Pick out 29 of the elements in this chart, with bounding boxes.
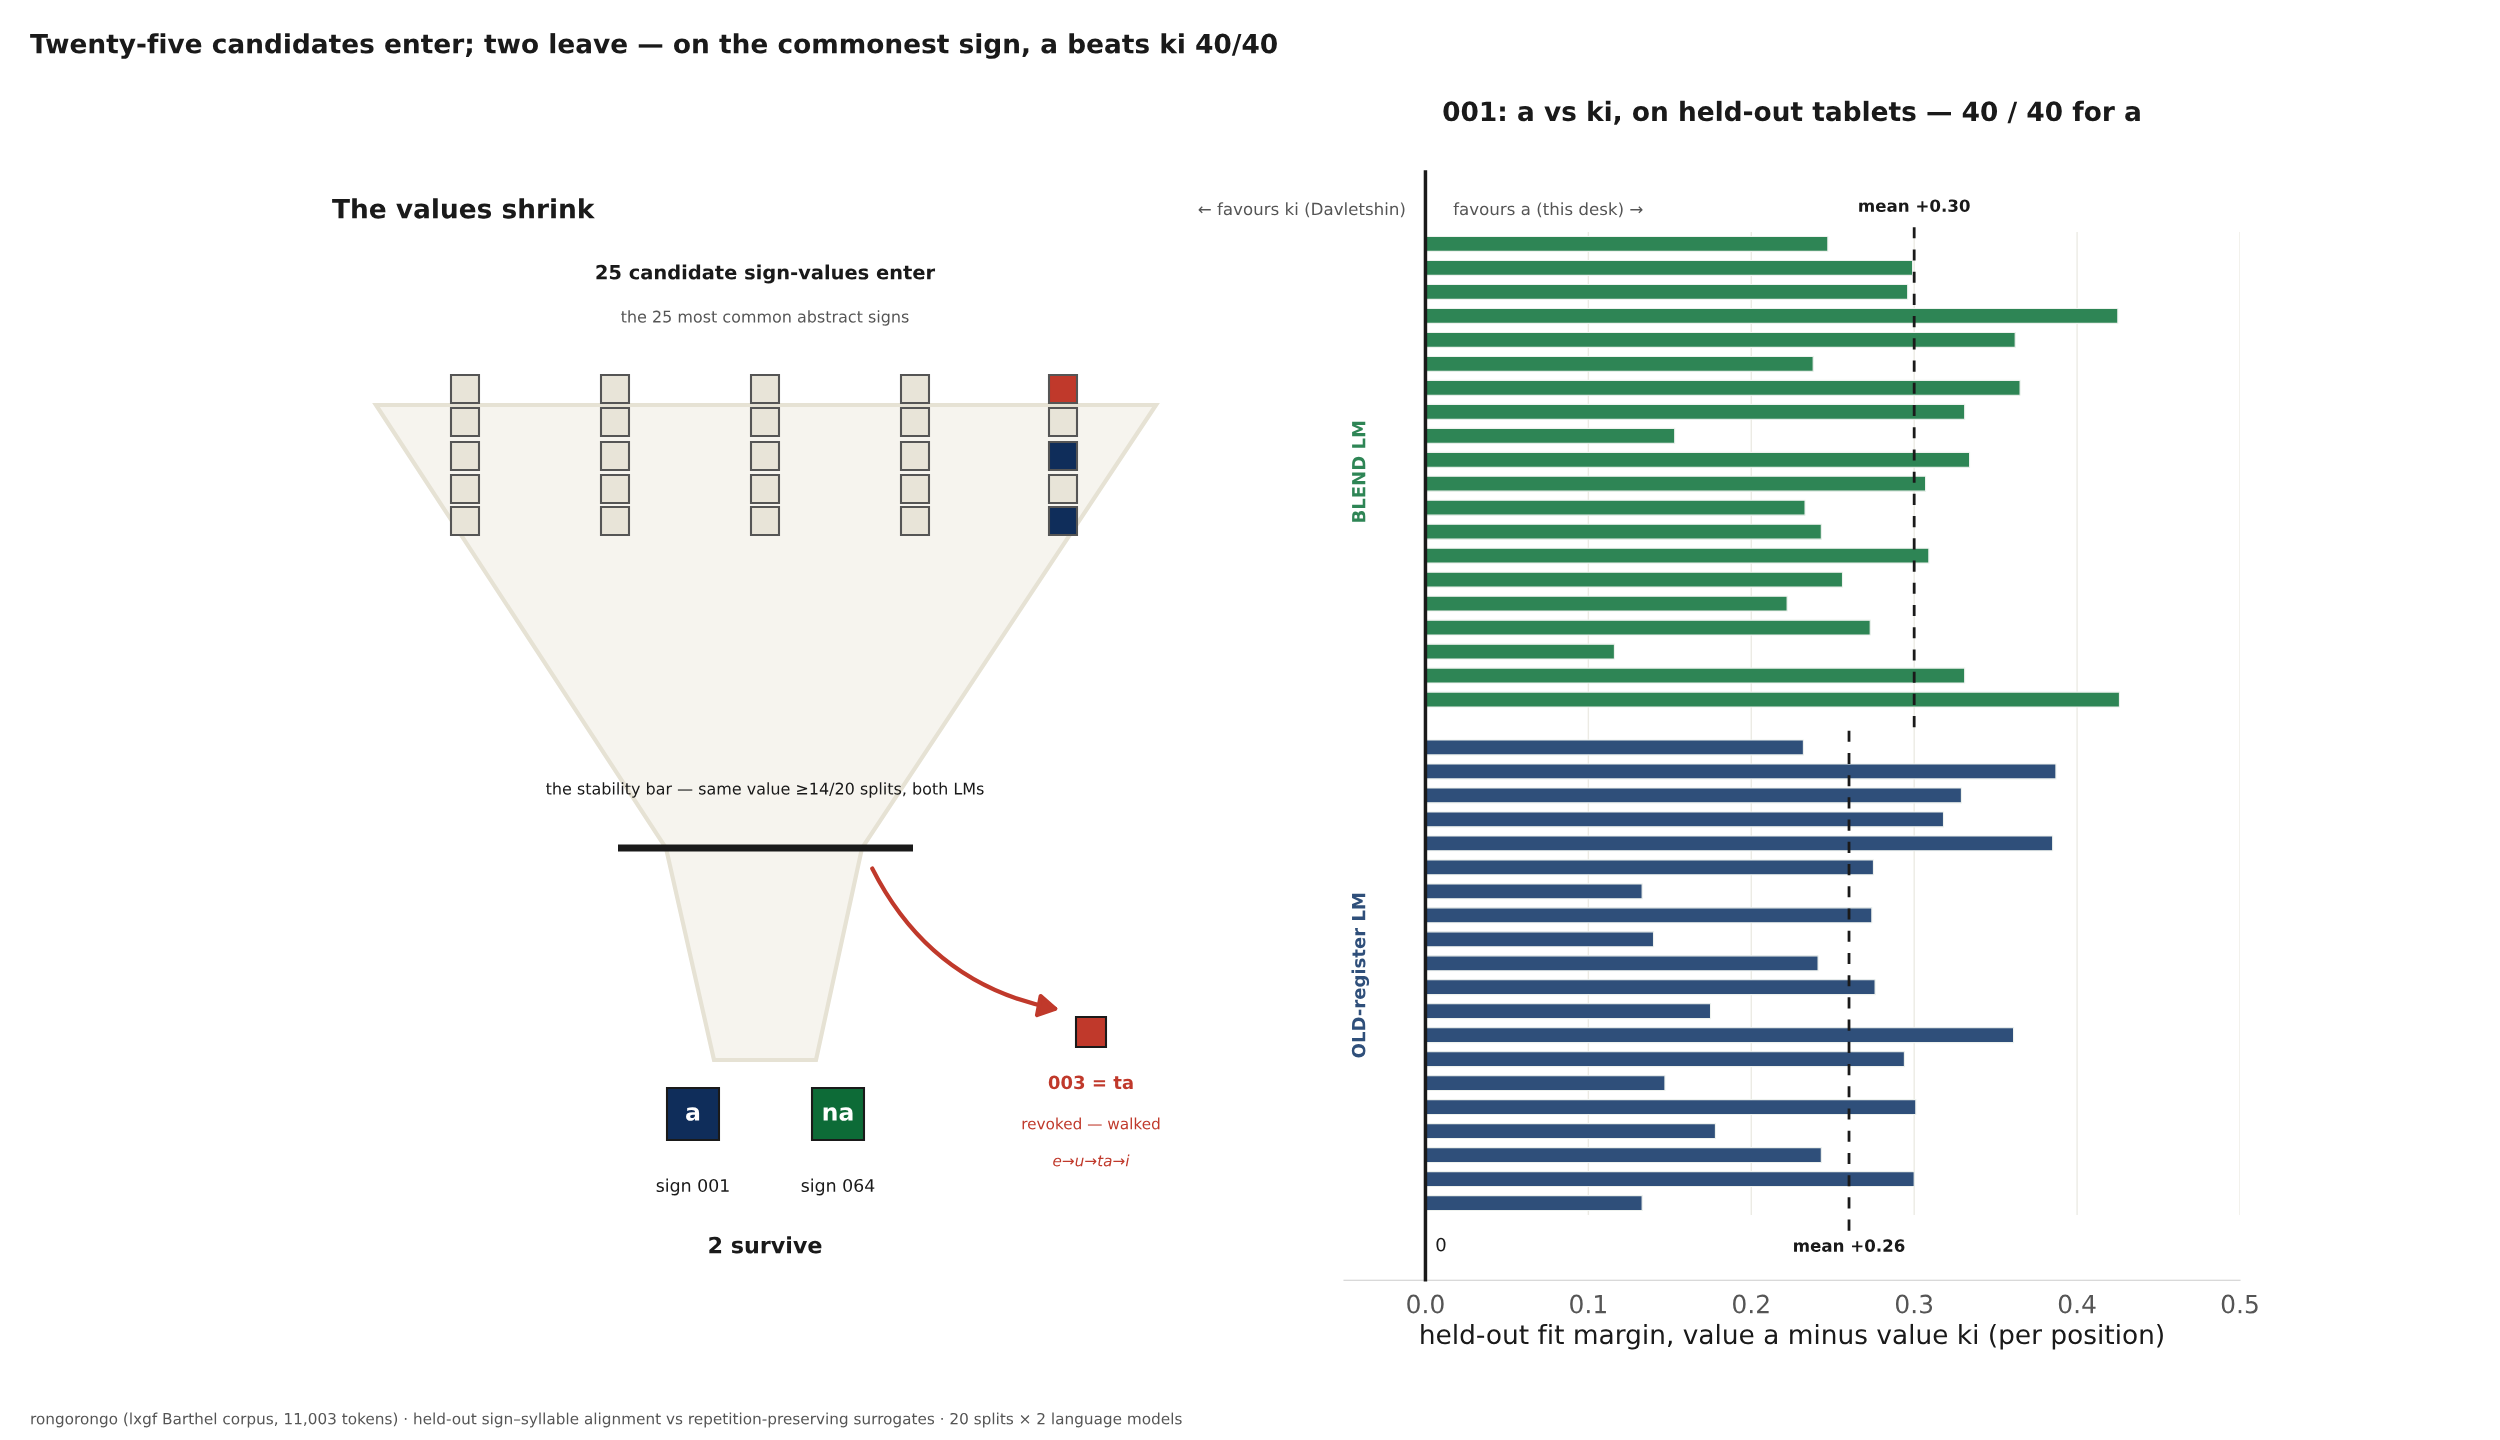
x-tick-label: 0.4 <box>2058 1294 2096 1314</box>
text: sign 001 <box>656 1178 729 1196</box>
text: 003 = ta <box>1048 1075 1133 1090</box>
x-axis-title: held-out fit margin, value a minus value ki (per position) <box>1421 1323 2163 1350</box>
ref-line-label: mean +0.30 <box>1859 199 1970 212</box>
text: favours a (this desk) → <box>1453 202 1643 218</box>
text: the stability bar — same value ≥14/20 splits, both LMs <box>546 782 984 798</box>
text: Twenty-five candidates enter; two leave — on the commonest sign, a beats ki 40/40 <box>30 33 1277 59</box>
text: The values shrink <box>332 198 595 219</box>
x-tick-label: 0.5 <box>2221 1294 2258 1314</box>
text: sign 064 <box>801 1178 875 1196</box>
ref-line-label: mean +0.26 <box>1794 1239 1905 1252</box>
text: the 25 most common abstract signs <box>621 310 909 326</box>
text: OLD-register LM <box>1351 893 1370 1058</box>
text: na <box>823 1107 853 1121</box>
text: BLEND LM <box>1352 421 1366 522</box>
text: ← favours ki (Davletshin) <box>1198 202 1405 218</box>
text: 2 survive <box>709 1236 822 1254</box>
text: a <box>686 1107 700 1121</box>
chart-title: 001: a vs ki, on held-out tablets — 40 / 40 for a <box>1443 100 2140 125</box>
text: rongorongo (lxgf Barthel corpus, 11,003 tokens) · held-out sign–syllable alignment vs repetition-preserving surrogates · 20 splits × 2 language models <box>31 1412 1182 1428</box>
text: revoked — walked <box>1022 1117 1160 1130</box>
x-tick-label: 0.0 <box>1407 1294 1444 1314</box>
x-tick-label: 0.2 <box>1733 1294 1769 1314</box>
x-tick-label: 0.1 <box>1570 1294 1606 1314</box>
ref-line-label: 0 <box>1436 1237 1446 1252</box>
x-tick-label: 0.3 <box>1895 1294 1933 1314</box>
text: 25 candidate sign-values enter <box>596 264 936 284</box>
text: e→u→ta→i <box>1053 1154 1130 1167</box>
